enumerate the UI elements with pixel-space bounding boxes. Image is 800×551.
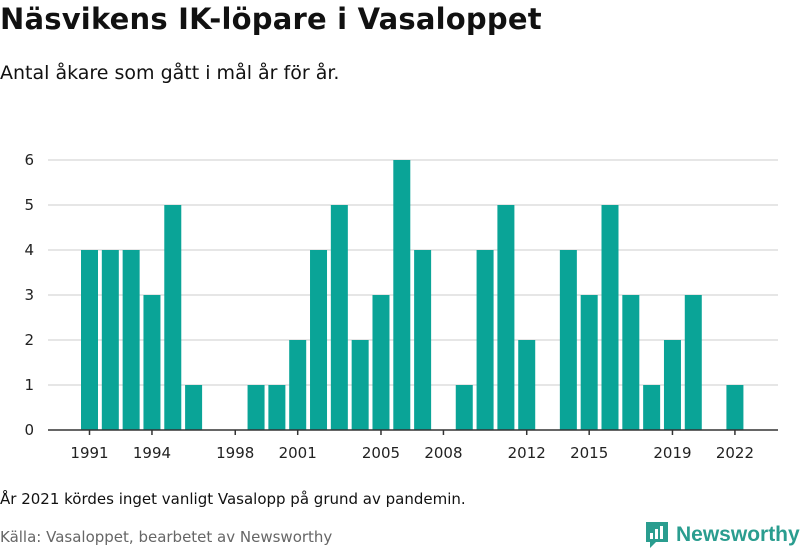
bar-2004 bbox=[351, 340, 369, 430]
bar-2022 bbox=[726, 385, 744, 430]
brand-logo: Newsworthy bbox=[644, 519, 800, 551]
chart-subtitle: Antal åkare som gått i mål år för år. bbox=[0, 62, 340, 84]
y-tick-label: 2 bbox=[24, 331, 34, 349]
x-tick-label: 1991 bbox=[70, 444, 108, 462]
bar-2006 bbox=[393, 160, 411, 430]
x-tick-label: 1994 bbox=[133, 444, 171, 462]
x-tick-label: 2022 bbox=[716, 444, 754, 462]
bar-2009 bbox=[455, 385, 473, 430]
bar-1996 bbox=[185, 385, 203, 430]
bar-2020 bbox=[684, 295, 702, 430]
y-tick-label: 4 bbox=[24, 241, 34, 259]
x-tick-label: 2012 bbox=[508, 444, 546, 462]
bar-2000 bbox=[268, 385, 286, 430]
bars bbox=[81, 160, 744, 430]
bar-2003 bbox=[330, 205, 348, 430]
bar-1995 bbox=[164, 205, 182, 430]
x-tick-label: 2008 bbox=[424, 444, 462, 462]
chart-title: Näsvikens IK-löpare i Vasaloppet bbox=[0, 2, 542, 36]
x-tick-label: 2015 bbox=[570, 444, 608, 462]
y-tick-label: 1 bbox=[24, 376, 34, 394]
newsworthy-logo-icon bbox=[646, 522, 668, 548]
bar-chart: 0 1 2 3 4 5 6 1991 1994 1998 2001 2005 2008 2012 2015 2… bbox=[24, 151, 778, 462]
chart-note: År 2021 kördes inget vanligt Vasalopp på… bbox=[0, 490, 466, 508]
bar-2002 bbox=[310, 250, 328, 430]
bar-1992 bbox=[101, 250, 119, 430]
bar-1991 bbox=[81, 250, 98, 430]
bar-2005 bbox=[372, 295, 390, 430]
bar-2007 bbox=[414, 250, 432, 430]
brand-name: Newsworthy bbox=[676, 523, 800, 546]
x-tick-label: 2001 bbox=[279, 444, 317, 462]
x-tick-label: 1998 bbox=[216, 444, 254, 462]
source-credit: Källa: Vasaloppet, bearbetet av Newswort… bbox=[0, 528, 333, 546]
bar-2018 bbox=[643, 385, 661, 430]
bar-2015 bbox=[580, 295, 598, 430]
bar-2001 bbox=[289, 340, 307, 430]
x-tick-label: 2005 bbox=[362, 444, 400, 462]
axes: 0 1 2 3 4 5 6 1991 1994 1998 2001 2005 2008 2012 2015 2… bbox=[24, 151, 778, 462]
bar-2012 bbox=[518, 340, 536, 430]
bar-2017 bbox=[622, 295, 640, 430]
y-tick-label: 0 bbox=[24, 421, 34, 439]
bar-2014 bbox=[559, 250, 577, 430]
bar-2011 bbox=[497, 205, 515, 430]
x-tick-label: 2019 bbox=[653, 444, 691, 462]
y-tick-label: 5 bbox=[24, 196, 34, 214]
bar-2010 bbox=[476, 250, 494, 430]
bar-1993 bbox=[122, 250, 140, 430]
bar-2016 bbox=[601, 205, 619, 430]
y-tick-label: 6 bbox=[24, 151, 34, 169]
bar-1999 bbox=[247, 385, 265, 430]
bar-1994 bbox=[143, 295, 161, 430]
bar-2019 bbox=[663, 340, 681, 430]
y-tick-label: 3 bbox=[24, 286, 34, 304]
